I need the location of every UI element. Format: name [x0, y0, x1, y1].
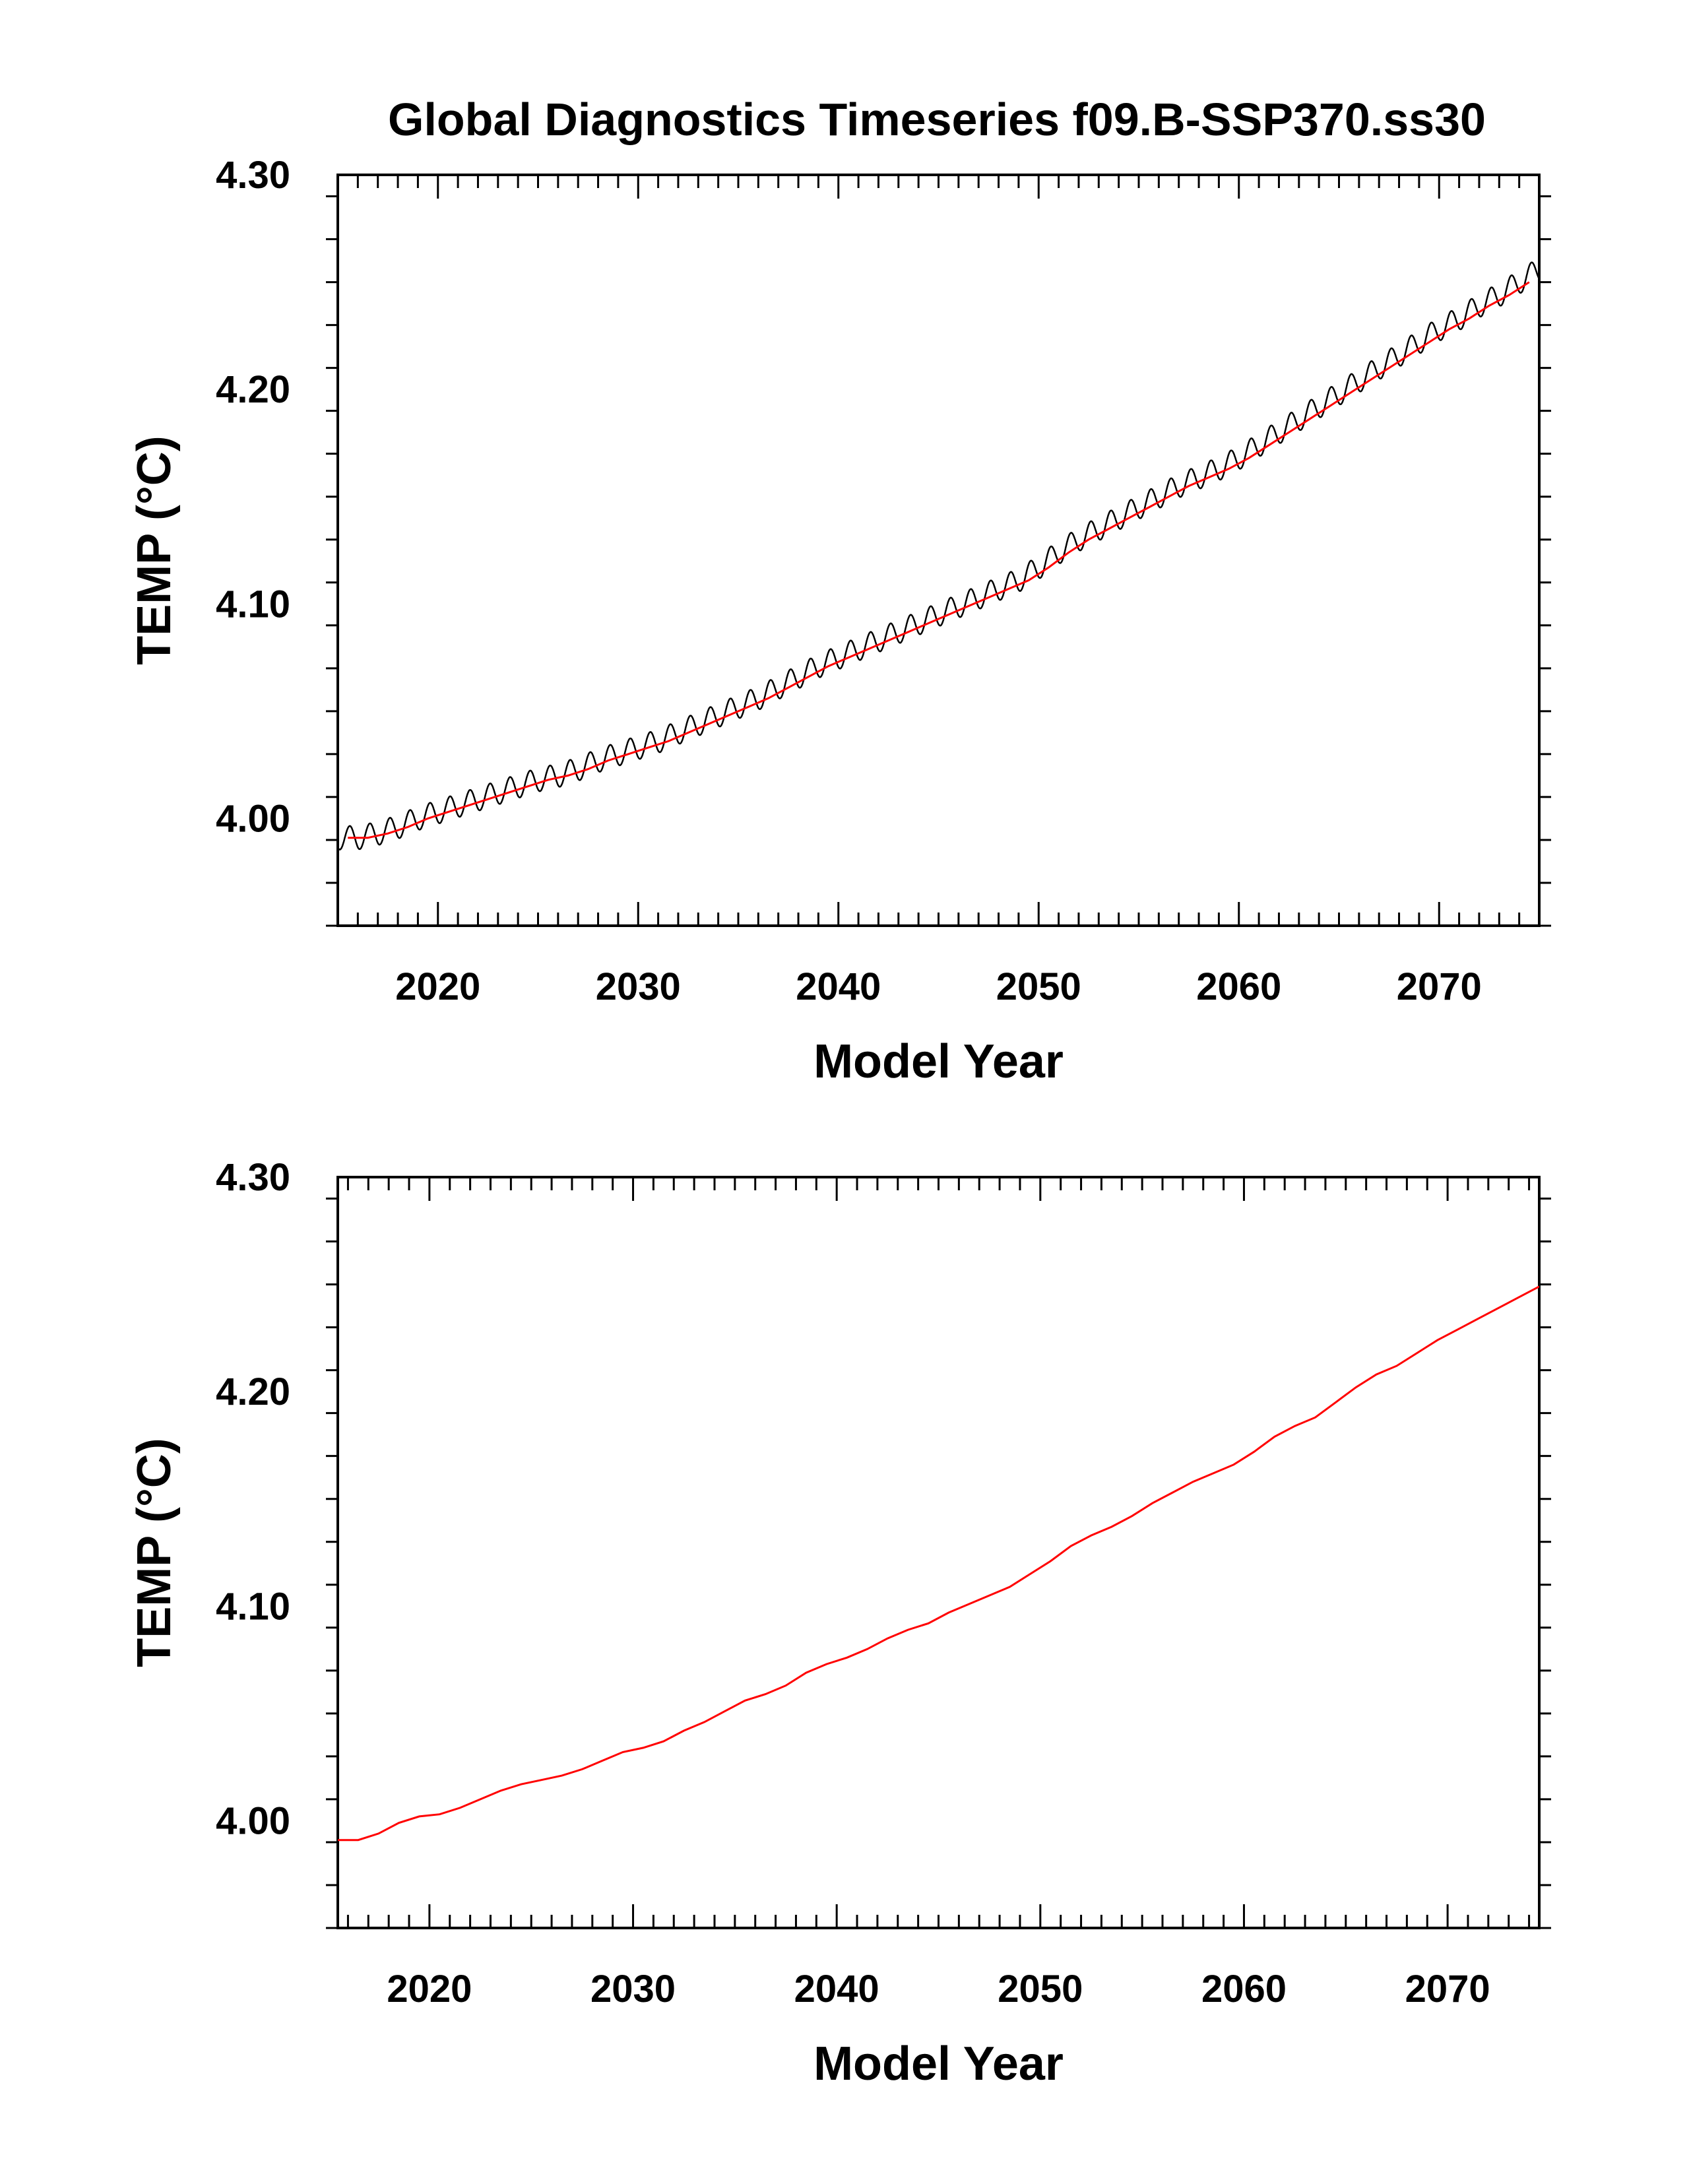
chart1-y-tick-label: 4.30: [216, 1156, 290, 1199]
chart0-y-tick-label: 4.10: [216, 583, 290, 626]
chart1-x-tick-label: 2050: [998, 1968, 1083, 2010]
panel-top: 2020 2030 2040 2050 2060 2070 4.00 4.10 4.20 4.30…: [128, 154, 1551, 1088]
chart-title: Global Diagnostics Timeseries f09.B-SSP3…: [388, 94, 1486, 145]
chart1-x-tick-label: 2070: [1405, 1968, 1490, 2010]
chart0-y-axis-label: TEMP (°C): [128, 435, 181, 664]
chart0-x-tick-label: 2050: [996, 965, 1081, 1008]
chart1-y-tick-label: 4.00: [216, 1799, 290, 1842]
chart0-y-tick-label: 4.30: [216, 154, 290, 197]
chart1-x-axis-label: Model Year: [813, 2038, 1064, 2090]
chart0-x-tick-label: 2030: [596, 965, 681, 1008]
chart1-y-tick-label: 4.10: [216, 1585, 290, 1628]
chart1-y-axis-label: TEMP (°C): [128, 1438, 181, 1667]
panel-bottom: 2020 2030 2040 2050 2060 2070 4.00 4.10 4.20 4.30…: [128, 1156, 1551, 2090]
chart1-x-tick-label: 2020: [387, 1968, 472, 2010]
chart0-x-tick-label: 2040: [796, 965, 881, 1008]
chart1-y-tick-label: 4.20: [216, 1370, 290, 1413]
chart0-x-tick-label: 2020: [395, 965, 480, 1008]
chart1-series-annual-line: [338, 1285, 1539, 1842]
chart1-x-tick-label: 2030: [590, 1968, 676, 2010]
chart0-y-tick-label: 4.00: [216, 797, 290, 840]
chart1-x-tick-label: 2040: [794, 1968, 879, 2010]
chart0-series-monthly-line: [338, 261, 1539, 851]
chart1-x-tick-label: 2060: [1201, 1968, 1287, 2010]
chart0-y-tick-label: 4.20: [216, 368, 290, 411]
chart0-x-tick-label: 2060: [1196, 965, 1281, 1008]
chart0-series-annual-line: [348, 281, 1530, 839]
chart0-x-tick-label: 2070: [1397, 965, 1482, 1008]
chart0-x-axis-label: Model Year: [813, 1035, 1064, 1088]
